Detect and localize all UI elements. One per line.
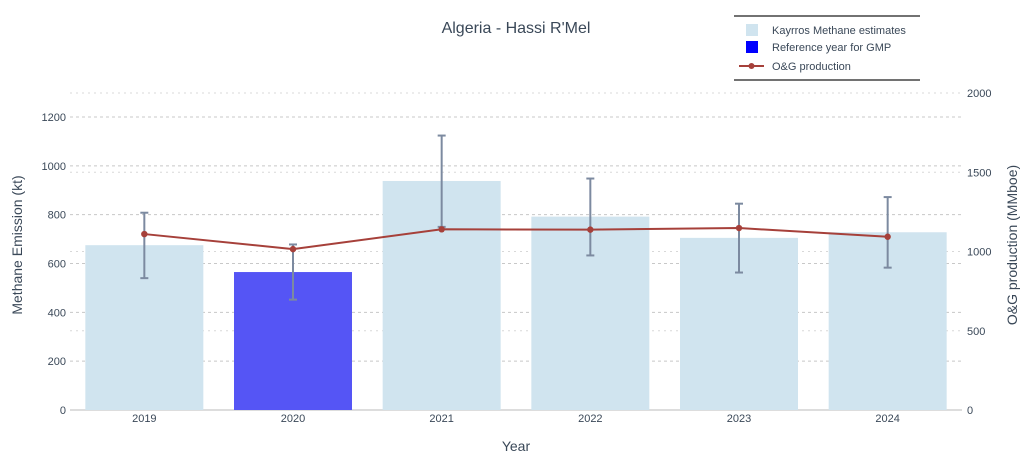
y-right-tick-label: 2000: [967, 88, 991, 100]
y-right-tick-label: 500: [967, 326, 985, 338]
x-tick-label: 2023: [727, 413, 751, 425]
y-left-tick-label: 1000: [42, 161, 66, 173]
x-axis-label: Year: [502, 438, 531, 454]
y-left-tick-label: 200: [48, 356, 66, 368]
x-tick-label: 2021: [429, 413, 453, 425]
y-axis-left-label: Methane Emission (kt): [9, 175, 25, 314]
production-point: [735, 224, 743, 232]
production-point: [884, 233, 891, 240]
y-left-tick-label: 800: [48, 210, 66, 222]
y-right-tick-label: 1500: [967, 167, 991, 179]
y-left-tick-label: 600: [48, 259, 66, 271]
production-point: [438, 226, 445, 233]
chart-title: Algeria - Hassi R'Mel: [442, 20, 591, 37]
legend-swatch-reference: [746, 41, 758, 53]
y-right-tick-label: 1000: [967, 247, 991, 259]
x-tick-label: 2019: [132, 413, 156, 425]
x-tick-label: 2020: [281, 413, 305, 425]
y-right-tick-label: 0: [967, 405, 973, 417]
legend-label-reference: Reference year for GMP: [772, 42, 891, 54]
y-axis-right-ticks: 0 500 1000 1500 2000: [967, 88, 991, 417]
y-axis-right-label: O&G production (MMboe): [1004, 165, 1020, 325]
y-axis-left-ticks: 0 200 400 600 800 1000 1200: [42, 112, 66, 417]
legend-label-kayrros: Kayrros Methane estimates: [772, 25, 906, 37]
error-bars: [140, 134, 892, 301]
x-tick-label: 2022: [578, 413, 602, 425]
y-left-tick-label: 0: [60, 405, 66, 417]
production-line: [141, 224, 891, 253]
x-axis-ticks: 2019 2020 2021 2022 2023 2024: [132, 413, 900, 425]
gridlines: [70, 92, 962, 411]
y-left-tick-label: 1200: [42, 112, 66, 124]
legend-marker-production: [748, 63, 755, 69]
legend-swatch-kayrros: [746, 24, 758, 36]
production-point: [587, 226, 594, 233]
legend: Kayrros Methane estimates Reference year…: [734, 15, 920, 81]
production-point: [141, 230, 148, 238]
production-line-path: [144, 227, 888, 251]
production-point: [289, 245, 297, 253]
bars: [85, 180, 947, 410]
legend-label-production: O&G production: [772, 61, 851, 73]
y-left-tick-label: 400: [48, 307, 66, 319]
x-tick-label: 2024: [875, 413, 899, 425]
